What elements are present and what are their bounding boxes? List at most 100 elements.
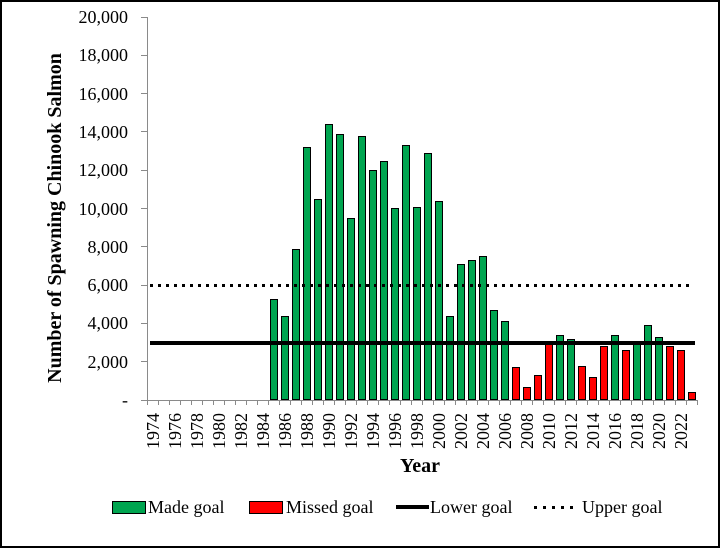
- bar-2022: [676, 350, 685, 400]
- bar-1997: [401, 145, 410, 400]
- x-tick: [345, 401, 346, 405]
- y-tick: [141, 361, 147, 363]
- x-tick: [697, 401, 698, 405]
- x-tick: [510, 401, 511, 405]
- bar-2011: [555, 335, 564, 400]
- bar-2019: [643, 325, 652, 400]
- bar-2001: [445, 316, 454, 400]
- x-tick: [433, 401, 434, 405]
- x-tick-label: 2012: [560, 413, 581, 449]
- x-tick-label: 2022: [670, 413, 691, 449]
- bar-1987: [291, 249, 300, 400]
- bar-1986: [280, 316, 289, 400]
- y-axis-line: [147, 17, 148, 401]
- legend-label-made-goal: Made goal: [148, 497, 225, 517]
- bar-2014: [588, 377, 597, 400]
- bar-2021: [665, 346, 674, 400]
- x-tick-label: 2000: [428, 413, 449, 449]
- x-tick: [323, 401, 324, 405]
- x-tick: [169, 401, 170, 405]
- x-tick-label: 1978: [186, 413, 207, 449]
- x-tick: [653, 401, 654, 405]
- bar-1991: [335, 134, 344, 400]
- x-tick-label: 2016: [604, 413, 625, 449]
- bar-2023: [687, 392, 696, 400]
- bar-2000: [434, 201, 443, 400]
- legend-label-missed-goal: Missed goal: [286, 497, 374, 517]
- x-tick-label: 1988: [296, 413, 317, 449]
- x-tick: [268, 401, 269, 405]
- x-tick-label: 1980: [208, 413, 229, 449]
- x-tick-label: 1982: [230, 413, 251, 449]
- y-tick-label: 2,000: [87, 351, 129, 372]
- x-tick: [257, 401, 258, 405]
- x-tick: [301, 401, 302, 405]
- bar-2010: [544, 344, 553, 400]
- x-tick-label: 2006: [494, 413, 515, 449]
- x-tick: [576, 401, 577, 405]
- x-tick-label: 2014: [582, 413, 603, 449]
- x-tick: [466, 401, 467, 405]
- x-tick: [312, 401, 313, 405]
- x-tick: [609, 401, 610, 405]
- x-tick: [180, 401, 181, 405]
- x-tick-label: 1998: [406, 413, 427, 449]
- bar-2002: [456, 264, 465, 400]
- x-tick: [235, 401, 236, 405]
- x-tick: [356, 401, 357, 405]
- bar-2015: [599, 346, 608, 400]
- bar-1995: [379, 161, 388, 400]
- x-tick: [620, 401, 621, 405]
- x-tick-label: 1984: [252, 413, 273, 449]
- x-tick-label: 1992: [340, 413, 361, 449]
- x-tick: [378, 401, 379, 405]
- missed-goal-swatch: [249, 501, 283, 514]
- upper-goal-line: [150, 284, 691, 287]
- y-tick: [141, 54, 147, 56]
- bar-1993: [357, 136, 366, 400]
- made-goal-swatch: [112, 501, 146, 514]
- x-tick: [422, 401, 423, 405]
- legend-label-upper-goal: Upper goal: [582, 497, 663, 517]
- y-tick-label: -: [122, 390, 128, 410]
- y-tick: [141, 322, 147, 324]
- x-tick: [488, 401, 489, 405]
- x-tick: [598, 401, 599, 405]
- bar-1988: [302, 147, 311, 400]
- x-tick-label: 1990: [318, 413, 339, 449]
- x-tick: [642, 401, 643, 405]
- x-tick: [389, 401, 390, 405]
- x-tick: [158, 401, 159, 405]
- bar-1999: [423, 153, 432, 400]
- x-tick: [686, 401, 687, 405]
- bar-2006: [500, 321, 509, 400]
- x-tick-label: 2020: [648, 413, 669, 449]
- x-tick: [191, 401, 192, 405]
- x-tick: [367, 401, 368, 405]
- bar-1985: [269, 299, 278, 400]
- x-tick: [290, 401, 291, 405]
- x-tick: [521, 401, 522, 405]
- y-tick: [141, 246, 147, 248]
- x-tick: [202, 401, 203, 405]
- x-tick-label: 2008: [516, 413, 537, 449]
- y-tick-label: 8,000: [87, 236, 129, 257]
- x-tick: [213, 401, 214, 405]
- x-tick: [279, 401, 280, 405]
- y-tick: [141, 131, 147, 133]
- lower-goal-line: [150, 341, 695, 345]
- y-tick: [141, 169, 147, 171]
- y-tick-label: 12,000: [78, 160, 129, 181]
- x-tick-label: 2018: [626, 413, 647, 449]
- bar-2020: [654, 337, 663, 400]
- upper-goal-line-swatch: [534, 506, 578, 509]
- x-tick-label: 1976: [164, 413, 185, 449]
- x-tick: [246, 401, 247, 405]
- x-axis-line: [142, 400, 698, 401]
- x-tick: [477, 401, 478, 405]
- bar-1998: [412, 207, 421, 400]
- y-tick: [141, 399, 147, 401]
- bar-1996: [390, 208, 399, 400]
- x-tick-label: 1974: [142, 413, 163, 449]
- lower-goal-line-swatch: [396, 505, 429, 509]
